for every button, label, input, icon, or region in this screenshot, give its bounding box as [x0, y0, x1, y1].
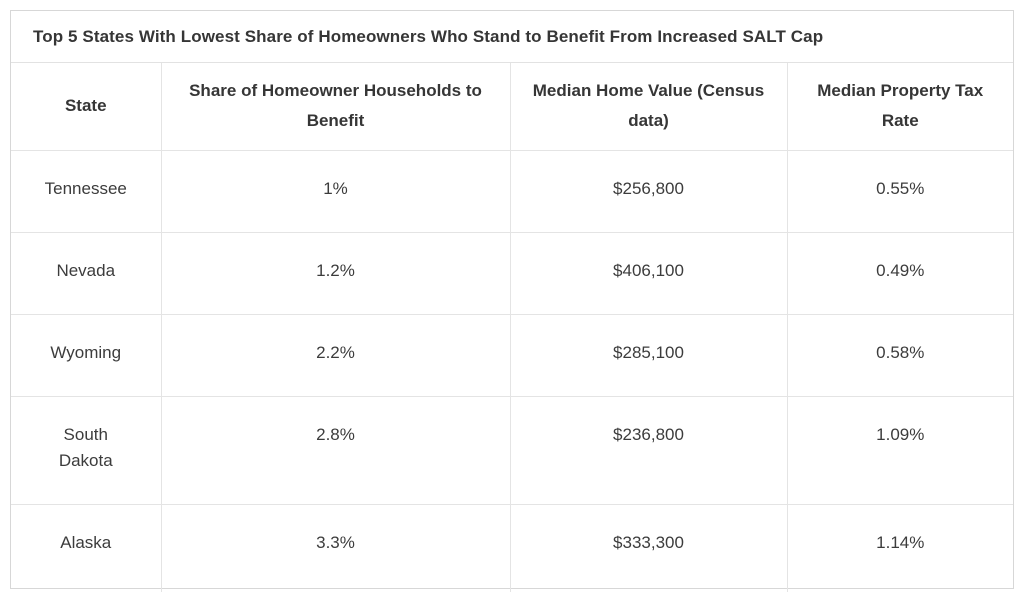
cell-share: 1.2% — [161, 232, 511, 315]
cell-home-value: $285,100 — [510, 314, 788, 397]
table-row-nevada: Nevada 1.2% $406,100 0.49% — [11, 232, 1013, 315]
column-header-state: State — [11, 63, 162, 151]
cell-tax-rate: 1.09% — [787, 396, 1013, 505]
table-body: Tennessee 1% $256,800 0.55% Nevada 1.2% … — [11, 150, 1013, 592]
cell-tax-rate: 0.49% — [787, 232, 1013, 315]
cell-home-value: $333,300 — [510, 504, 788, 592]
cell-tax-rate: 1.14% — [876, 532, 925, 552]
cell-state: Nevada — [11, 232, 162, 315]
cell-state: Tennessee — [11, 150, 162, 233]
cell-state: Wyoming — [11, 314, 162, 397]
cell-share: 1% — [161, 150, 511, 233]
table-row-alaska: Alaska 3.3% $333,300 1.14% — [11, 504, 1013, 592]
cell-share: 3.3% — [161, 504, 511, 592]
cell-state: Alaska — [11, 504, 162, 592]
cell-home-value: $236,800 — [510, 396, 788, 505]
header-row: State Share of Homeowner Households to B… — [11, 63, 1013, 151]
column-header-share-to-benefit: Share of Homeowner Households to Benefit — [161, 63, 511, 151]
table-row-wyoming: Wyoming 2.2% $285,100 0.58% — [11, 314, 1013, 397]
table-title: Top 5 States With Lowest Share of Homeow… — [11, 11, 1013, 63]
column-header-median-home-value: Median Home Value (Census data) — [510, 63, 788, 151]
salt-cap-data-table: State Share of Homeowner Households to B… — [11, 63, 1013, 592]
table-row-south-dakota: South Dakota 2.8% $236,800 1.09% — [11, 396, 1013, 505]
salt-cap-table-panel: Top 5 States With Lowest Share of Homeow… — [10, 10, 1014, 592]
cell-share: 2.8% — [161, 396, 511, 505]
column-header-property-tax-rate: Median Property Tax Rate — [787, 63, 1013, 151]
cell-share: 2.2% — [161, 314, 511, 397]
table-row-tennessee: Tennessee 1% $256,800 0.55% — [11, 150, 1013, 233]
cell-tax-rate: 0.55% — [787, 150, 1013, 233]
table-header: State Share of Homeowner Households to B… — [11, 63, 1013, 151]
cell-state: South Dakota — [11, 396, 162, 505]
cell-tax-rate: 0.58% — [787, 314, 1013, 397]
cell-home-value: $406,100 — [510, 232, 788, 315]
cell-home-value: $256,800 — [510, 150, 788, 233]
